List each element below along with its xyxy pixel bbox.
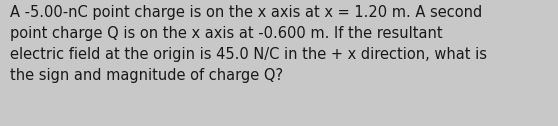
Text: A -5.00-nC point charge is on the x axis at x = 1.20 m. A second
point charge Q : A -5.00-nC point charge is on the x axis… bbox=[10, 5, 487, 83]
